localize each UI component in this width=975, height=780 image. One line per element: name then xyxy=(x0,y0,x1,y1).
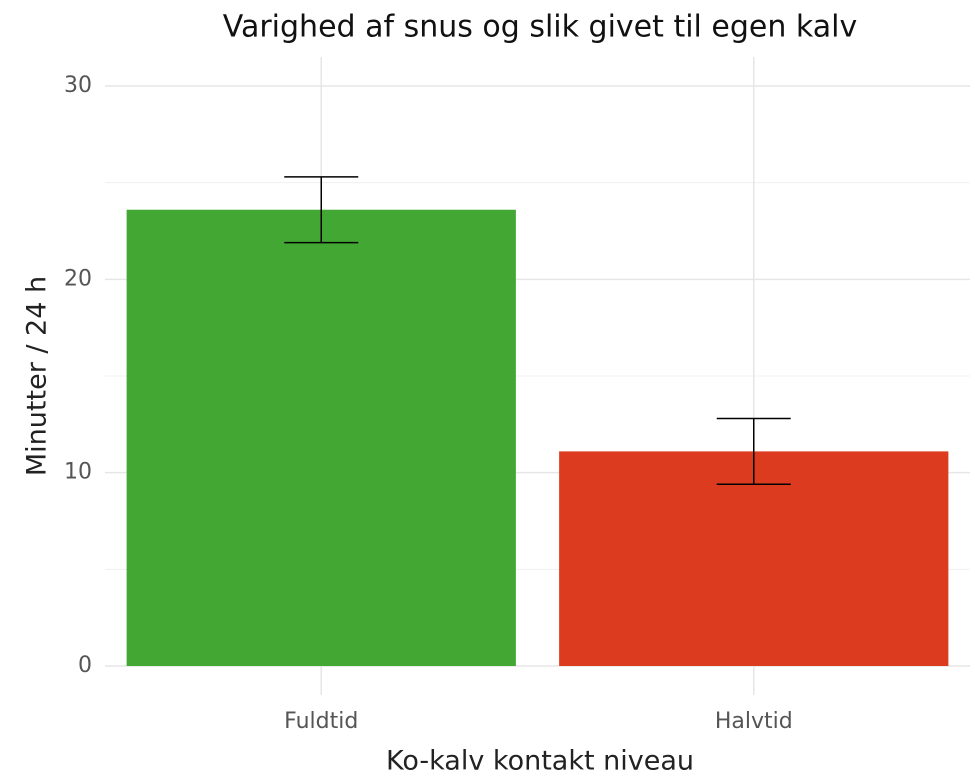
bar xyxy=(559,451,949,666)
bar xyxy=(126,209,516,666)
y-axis-title: Minutter / 24 h xyxy=(22,276,53,476)
y-tick-label: 20 xyxy=(64,266,92,291)
x-tick-label: Halvtid xyxy=(715,709,793,734)
x-axis-title: Ko-kalv kontakt niveau xyxy=(386,746,694,777)
chart-title: Varighed af snus og slik givet til egen … xyxy=(223,10,857,45)
y-tick-label: 30 xyxy=(64,73,92,98)
y-tick-label: 10 xyxy=(64,460,92,485)
y-tick-label: 0 xyxy=(78,653,92,678)
x-tick-label: Fuldtid xyxy=(284,709,358,734)
